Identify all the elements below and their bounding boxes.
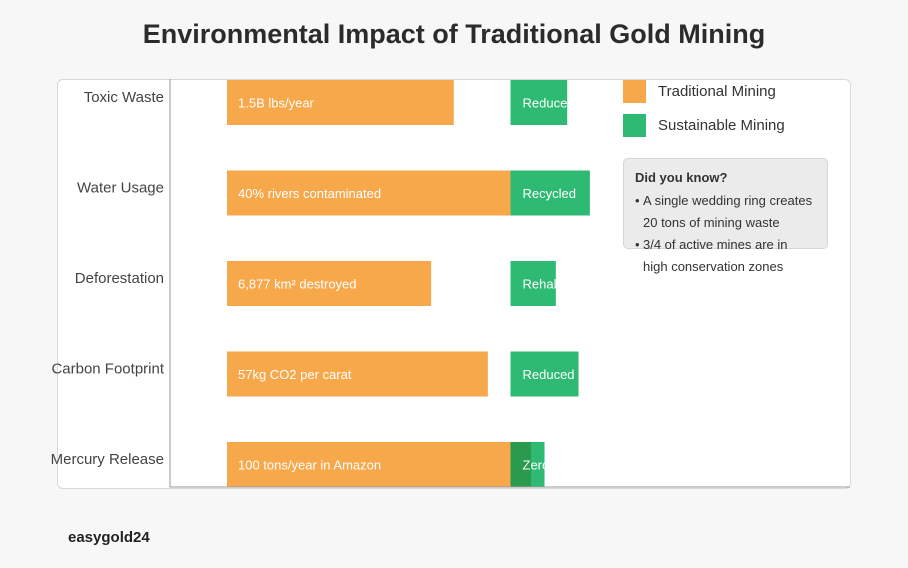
fact-bullet: •	[635, 193, 640, 208]
bar-traditional-label: 57kg CO2 per carat	[238, 367, 352, 382]
chart-panel	[57, 79, 851, 489]
legend-item-sustainable: Sustainable Mining	[623, 113, 785, 137]
fact-box-line: high conservation zones	[635, 256, 835, 278]
bar-traditional	[227, 80, 454, 125]
bar-traditional	[227, 442, 511, 487]
legend: Traditional Mining Sustainable Mining	[623, 79, 785, 147]
bar-traditional-label: 1.5B lbs/year	[238, 96, 315, 111]
bar-traditional-label: 100 tons/year in Amazon	[238, 458, 381, 473]
bar-sustainable-overlap	[510, 442, 531, 487]
fact-box-lines: • A single wedding ring creates 20 tons of…	[635, 190, 835, 278]
fact-box	[623, 158, 828, 249]
fact-box-line: • A single wedding ring creates	[635, 190, 835, 212]
fact-line-text: A single wedding ring creates	[643, 193, 813, 208]
fact-line-text: 20 tons of mining waste	[643, 215, 780, 230]
fact-line-text: 3/4 of active mines are in	[643, 237, 788, 252]
bar-traditional	[227, 351, 488, 397]
category-label: Water Usage	[77, 180, 164, 197]
bar-traditional-label: 40% rivers contaminated	[238, 186, 381, 201]
fact-box-line: • 3/4 of active mines are in	[635, 234, 835, 256]
fact-bullet	[635, 212, 643, 234]
bar-sustainable-label: Rehab	[523, 277, 561, 292]
legend-label-traditional: Traditional Mining	[658, 82, 776, 100]
category-label: Mercury Release	[51, 451, 164, 468]
bar-sustainable	[510, 261, 556, 306]
legend-label-sustainable: Sustainable Mining	[658, 116, 785, 134]
legend-item-traditional: Traditional Mining	[623, 79, 785, 103]
legend-swatch-traditional	[623, 79, 646, 103]
brand-label: easygold24	[68, 529, 150, 546]
bar-sustainable	[510, 80, 568, 125]
bar-sustainable-label: Reduced	[523, 96, 575, 111]
bar-sustainable-label: Reduced	[523, 367, 575, 382]
fact-bullet: •	[635, 237, 640, 252]
category-label: Toxic Waste	[84, 89, 164, 106]
bar-sustainable	[510, 351, 579, 397]
fact-bullet	[635, 256, 643, 278]
bar-sustainable-label: Recycled	[523, 186, 576, 201]
fact-line-text: high conservation zones	[643, 259, 784, 274]
legend-swatch-sustainable	[623, 113, 646, 137]
fact-box-title: Did you know?	[635, 170, 728, 185]
bar-traditional	[227, 170, 511, 216]
fact-box-line: 20 tons of mining waste	[635, 212, 835, 234]
chart-title: Environmental Impact of Traditional Gold…	[142, 19, 766, 49]
fact-box-content: Did you know? • A single wedding ring cre…	[635, 170, 835, 278]
category-label: Carbon Footprint	[51, 361, 164, 378]
bar-sustainable	[510, 170, 590, 216]
bar-sustainable-label: Zero	[523, 458, 550, 473]
category-label: Deforestation	[75, 270, 164, 287]
bar-traditional	[227, 261, 432, 306]
bar-traditional-label: 6,877 km² destroyed	[238, 277, 357, 292]
